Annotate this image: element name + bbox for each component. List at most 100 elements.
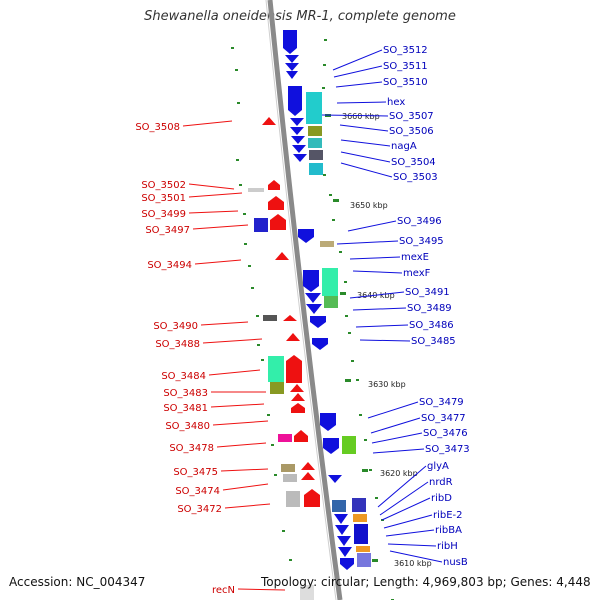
reverse-label-leader xyxy=(210,403,265,408)
forward-gene-label: SO_3486 xyxy=(409,320,454,331)
gene-block xyxy=(332,500,346,512)
map-title: Shewanella oneidensis MR-1, complete gen… xyxy=(144,9,456,24)
forward-gene-label: SO_3476 xyxy=(423,428,468,439)
reverse-label-leader xyxy=(194,259,242,265)
gene-block xyxy=(254,218,268,232)
forward-gene-arrow xyxy=(310,316,326,328)
accession-text: Accession: NC_004347 xyxy=(9,575,146,589)
gene-block xyxy=(354,524,368,544)
tick-dot xyxy=(324,39,327,41)
tick-dot xyxy=(322,87,325,89)
forward-label-leader xyxy=(359,339,411,342)
gene-block xyxy=(352,498,366,512)
forward-gene-arrow xyxy=(337,536,351,546)
forward-label-leader xyxy=(371,432,423,444)
forward-gene-arrow xyxy=(285,63,299,71)
reverse-gene-arrow xyxy=(283,315,297,321)
tick-dot xyxy=(348,332,351,334)
scale-tick-mark xyxy=(345,379,351,382)
forward-gene-arrow xyxy=(291,136,305,144)
tick-dot xyxy=(282,530,285,532)
reverse-gene-label: SO_3497 xyxy=(145,225,190,236)
forward-gene-label: SO_3479 xyxy=(419,397,464,408)
tick-dot xyxy=(244,243,247,245)
forward-gene-arrow xyxy=(328,475,342,483)
tick-dot xyxy=(274,474,277,476)
forward-gene-arrow xyxy=(323,438,339,454)
reverse-label-leader xyxy=(208,369,261,376)
reverse-gene-arrow xyxy=(270,214,286,230)
reverse-gene-arrow xyxy=(268,180,280,190)
forward-gene-label: ribH xyxy=(437,541,458,552)
reverse-gene-label: SO_3494 xyxy=(147,260,192,271)
forward-gene-arrow xyxy=(285,55,299,63)
reverse-gene-arrow xyxy=(286,333,300,341)
tick-dot xyxy=(267,414,270,416)
forward-gene-label: ribE-2 xyxy=(433,510,463,521)
forward-gene-label: SO_3496 xyxy=(397,216,442,227)
forward-gene-arrow xyxy=(290,118,304,126)
tick-dot xyxy=(351,360,354,362)
forward-gene-arrow xyxy=(340,558,354,570)
tick-dot xyxy=(332,219,335,221)
forward-label-leader xyxy=(339,124,389,132)
reverse-label-leader xyxy=(192,224,249,230)
gene-block xyxy=(309,150,323,160)
forward-gene-label: SO_3491 xyxy=(405,287,450,298)
tick-dots xyxy=(231,39,394,600)
gene-block xyxy=(308,126,322,136)
tick-dot xyxy=(248,265,251,267)
forward-label-leader xyxy=(367,401,419,419)
tick-dot xyxy=(339,251,342,253)
tick-dot xyxy=(261,359,264,361)
tick-dot xyxy=(323,64,326,66)
forward-label-leader xyxy=(383,514,433,529)
forward-label-leader xyxy=(336,101,387,104)
reverse-gene-arrow xyxy=(291,403,305,413)
forward-gene-label: SO_3485 xyxy=(411,336,456,347)
forward-label-leader xyxy=(379,481,429,516)
reverse-gene-arrow xyxy=(291,393,305,401)
tick-dot xyxy=(345,315,348,317)
tick-dot xyxy=(344,281,347,283)
scale-tick-mark xyxy=(333,199,339,202)
forward-gene-label: hex xyxy=(387,97,405,108)
gene-block xyxy=(283,474,297,482)
gene-features xyxy=(248,30,371,600)
forward-label-leader xyxy=(340,151,391,163)
forward-gene-arrow xyxy=(292,145,306,153)
gene-block xyxy=(320,241,334,247)
gene-block xyxy=(357,553,371,567)
forward-label-leader xyxy=(381,497,431,521)
gene-block xyxy=(268,356,284,382)
reverse-gene-arrow xyxy=(268,196,284,210)
reverse-gene-arrow xyxy=(304,489,320,507)
forward-gene-arrow xyxy=(290,127,304,135)
reverse-gene-label: SO_3474 xyxy=(175,486,220,497)
reverse-gene-label: SO_3501 xyxy=(141,193,186,204)
gene-block xyxy=(324,296,338,308)
forward-label-leader xyxy=(336,240,399,245)
reverse-label-leader xyxy=(200,321,249,326)
forward-gene-label: SO_3512 xyxy=(383,45,428,56)
reverse-gene-label: SO_3475 xyxy=(173,467,218,478)
forward-gene-label: SO_3489 xyxy=(407,303,452,314)
forward-gene-label: mexE xyxy=(401,252,429,263)
reverse-gene-label: SO_3499 xyxy=(141,209,186,220)
reverse-label-leader xyxy=(224,503,271,509)
forward-label-leader xyxy=(372,448,425,454)
reverse-label-leader xyxy=(222,483,269,491)
scale-tick-label: 3630 kbp xyxy=(368,380,406,389)
forward-gene-label: ribD xyxy=(431,493,452,504)
tick-dot xyxy=(231,47,234,49)
reverse-label-leader xyxy=(188,192,243,198)
tick-dot xyxy=(329,194,332,196)
forward-label-leader xyxy=(333,65,383,78)
gene-block xyxy=(356,546,370,552)
forward-gene-arrow xyxy=(320,413,336,431)
tick-dot xyxy=(236,159,239,161)
forward-label-leader xyxy=(335,81,383,88)
reverse-gene-label: SO_3480 xyxy=(165,421,210,432)
